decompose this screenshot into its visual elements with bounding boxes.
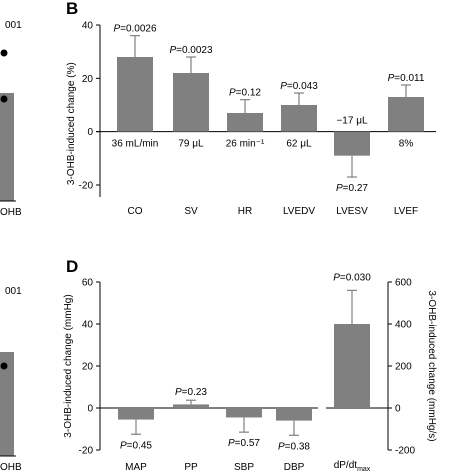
b-p-value-lvef: P=0.011 bbox=[388, 73, 425, 84]
b-annotation-lvef: 8% bbox=[399, 139, 414, 150]
left-bottom-text-b: OHB bbox=[0, 462, 22, 473]
b-annotation-lvesv: −17 μL bbox=[336, 116, 368, 127]
b-y-axis-label: 3-OHB-induced change (%) bbox=[66, 62, 77, 185]
b-category-lvedv: LVEDV bbox=[283, 206, 315, 217]
panel-letter-d: D bbox=[66, 257, 78, 276]
d-y-axis-label: 3-OHB-induced change (mmHg) bbox=[63, 294, 74, 437]
b-ytick-label: 20 bbox=[82, 74, 94, 85]
left-bottom-text-a: 001 bbox=[5, 286, 22, 297]
d-p-value-dbp: P=0.38 bbox=[278, 441, 310, 452]
d-p-value-sbp: P=0.57 bbox=[228, 438, 260, 449]
d-bar-dpdt bbox=[334, 324, 370, 408]
left-panel-top: 001 OHB bbox=[0, 20, 22, 218]
b-category-hr: HR bbox=[238, 206, 252, 217]
d-category-dbp: DBP bbox=[284, 462, 305, 473]
b-p-value-hr: P=0.12 bbox=[229, 88, 261, 99]
b-bar-hr bbox=[227, 113, 263, 132]
b-p-value-lvedv: P=0.043 bbox=[280, 81, 318, 92]
d-ytick-right-label: 0 bbox=[395, 404, 401, 415]
d-ytick-label: 0 bbox=[87, 404, 93, 415]
b-bar-co bbox=[117, 57, 153, 132]
b-annotation-hr: 26 min⁻¹ bbox=[226, 139, 265, 150]
b-p-value-co: P=0.0026 bbox=[113, 24, 157, 35]
b-bar-sv bbox=[173, 73, 209, 132]
d-p-value-map: P=0.45 bbox=[120, 440, 152, 451]
b-category-co: CO bbox=[128, 206, 143, 217]
b-ytick-label: 0 bbox=[87, 127, 93, 138]
d-bar-sbp bbox=[226, 408, 262, 418]
left-top-text-a: 001 bbox=[5, 20, 22, 31]
d-p-value-pp: P=0.23 bbox=[175, 387, 207, 398]
b-category-lvef: LVEF bbox=[394, 206, 418, 217]
b-annotation-sv: 79 μL bbox=[178, 139, 204, 150]
b-annotation-co: 36 mL/min bbox=[112, 139, 159, 150]
d-category-map: MAP bbox=[125, 462, 147, 473]
d-category-sbp: SBP bbox=[234, 462, 254, 473]
d-ytick-right-label: 400 bbox=[395, 320, 412, 331]
b-category-sv: SV bbox=[184, 206, 198, 217]
left-bottom-bar bbox=[0, 352, 14, 456]
left-bottom-dot bbox=[0, 362, 8, 370]
d-category-pp: PP bbox=[184, 462, 198, 473]
d-ytick-label: 20 bbox=[82, 362, 94, 373]
b-bar-lvef bbox=[388, 97, 424, 132]
b-bar-lvedv bbox=[281, 105, 317, 132]
d-ytick-label: 60 bbox=[82, 278, 94, 289]
left-top-dot-1 bbox=[0, 49, 8, 57]
b-p-value-sv: P=0.0023 bbox=[169, 45, 213, 56]
d-ytick-right-label: -200 bbox=[395, 446, 415, 457]
b-ytick-label: -20 bbox=[79, 181, 94, 192]
d-ytick-right-label: 600 bbox=[395, 278, 412, 289]
d-ytick-label: 40 bbox=[82, 320, 94, 331]
b-annotation-lvedv: 62 μL bbox=[286, 139, 312, 150]
d-y-axis-right-label: 3-OHB-induced change (mmHg/s) bbox=[426, 290, 437, 441]
d-bar-map bbox=[118, 408, 154, 420]
d-p-value-dpdt: P=0.030 bbox=[333, 272, 371, 283]
b-bar-lvesv bbox=[334, 131, 370, 156]
panel-letter-b: B bbox=[66, 0, 78, 18]
d-bar-pp bbox=[173, 404, 209, 408]
b-category-lvesv: LVESV bbox=[336, 206, 368, 217]
left-top-bar bbox=[0, 93, 14, 201]
d-ytick-label: -20 bbox=[79, 446, 94, 457]
d-ytick-right-label: 200 bbox=[395, 362, 412, 373]
left-top-dot-2 bbox=[0, 95, 8, 103]
chart-b: -20 0 20 40 3-OHB-induced change (%) P=0.0026… bbox=[66, 21, 436, 217]
left-panel-bottom: 001 OHB bbox=[0, 286, 22, 473]
d-category-dpdt: dP/dtmax bbox=[334, 460, 371, 473]
b-p-value-lvesv: P=0.27 bbox=[336, 183, 368, 194]
d-bar-dbp bbox=[276, 408, 312, 421]
left-top-text-b: OHB bbox=[0, 207, 22, 218]
b-ytick-label: 40 bbox=[82, 21, 94, 32]
